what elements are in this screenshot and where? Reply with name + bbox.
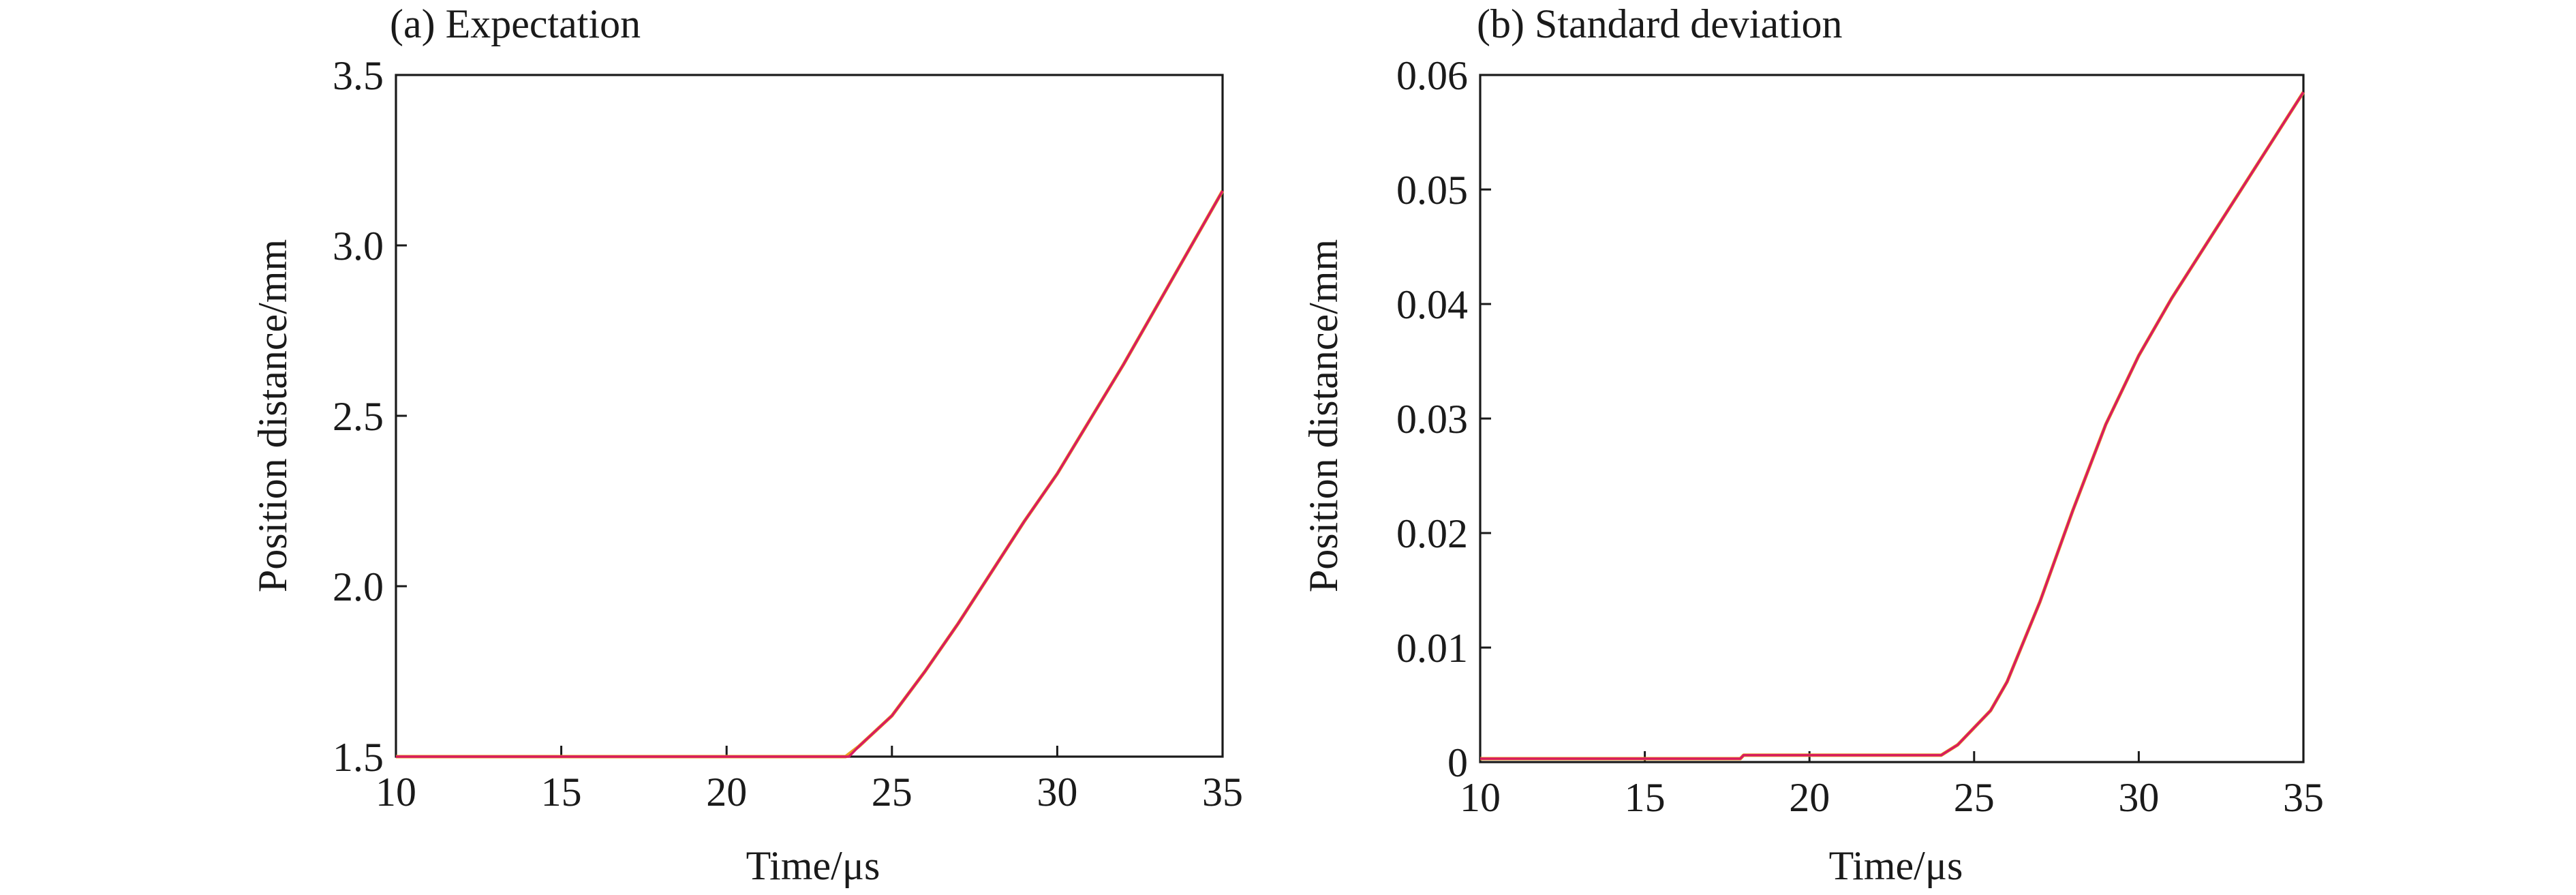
series-line bbox=[1480, 91, 2305, 761]
x-tick-label: 25 bbox=[872, 770, 913, 815]
y-tick-label: 0.03 bbox=[1396, 397, 1468, 442]
plot-frame bbox=[395, 74, 1224, 758]
ticks: 10 15 20 25 30 35 0 0.01 0.02 0.03 0.04 0.05 0.06 bbox=[1396, 53, 2324, 820]
x-tick-label: 10 bbox=[375, 770, 416, 815]
x-axis-label: Time/μs bbox=[746, 843, 880, 888]
x-tick-label: 30 bbox=[1037, 770, 1077, 815]
x-axis-label: Time/μs bbox=[1829, 843, 1963, 888]
x-tick-label: 15 bbox=[541, 770, 582, 815]
y-tick-label: 0.05 bbox=[1396, 168, 1468, 213]
chart-title: (b) Standard deviation bbox=[1477, 1, 1843, 46]
x-tick-label: 35 bbox=[2283, 775, 2324, 820]
series-layer bbox=[1480, 91, 2305, 761]
ticks: 10 15 20 25 30 35 1.5 2.0 2.5 3.0 3.5 bbox=[333, 53, 1243, 815]
y-axis-label: Position distance/mm bbox=[250, 239, 295, 592]
y-tick-label: 2.5 bbox=[333, 394, 384, 439]
y-tick-label: 0.01 bbox=[1396, 626, 1468, 671]
y-tick-label: 0.02 bbox=[1396, 511, 1468, 556]
y-tick-label: 3.5 bbox=[333, 53, 384, 98]
series-line bbox=[396, 190, 1224, 758]
y-tick-label: 3.0 bbox=[333, 224, 384, 269]
x-tick-label: 10 bbox=[1460, 775, 1501, 820]
y-tick-label: 1.5 bbox=[333, 735, 384, 780]
chart-standard-deviation: (b) Standard deviation 10 15 20 25 30 35 0 0.01… bbox=[1301, 1, 2324, 888]
y-tick-label: 0.04 bbox=[1396, 282, 1468, 327]
x-tick-label: 25 bbox=[1954, 775, 1995, 820]
chart-expectation: (a) Expectation 10 15 20 25 30 35 1.5 2.0 2.5 3.0… bbox=[250, 1, 1243, 888]
x-tick-label: 20 bbox=[1789, 775, 1830, 820]
plot-frame bbox=[1479, 74, 2305, 763]
series-layer bbox=[396, 189, 1225, 759]
y-tick-label: 0 bbox=[1447, 740, 1468, 785]
series-line bbox=[1480, 91, 2305, 760]
x-tick-label: 35 bbox=[1202, 770, 1243, 815]
series-line bbox=[396, 189, 1225, 759]
chart-title: (a) Expectation bbox=[390, 1, 641, 46]
x-tick-label: 20 bbox=[706, 770, 747, 815]
x-tick-label: 30 bbox=[2118, 775, 2159, 820]
y-axis-label: Position distance/mm bbox=[1301, 239, 1346, 592]
y-tick-label: 2.0 bbox=[333, 564, 384, 609]
x-tick-label: 15 bbox=[1625, 775, 1666, 820]
y-tick-label: 0.06 bbox=[1396, 53, 1468, 98]
